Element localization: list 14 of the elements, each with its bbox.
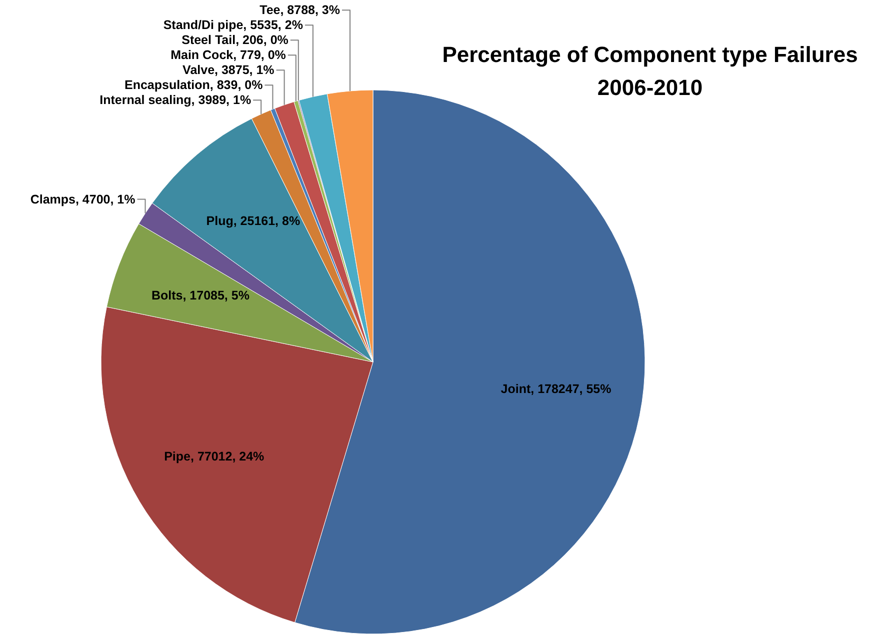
slice-label: Encapsulation, 839, 0% [124, 78, 263, 92]
slice-label: Joint, 178247, 55% [500, 382, 612, 396]
slice-label: Stand/Di pipe, 5535, 2% [163, 18, 303, 32]
slice-label: Bolts, 17085, 5% [151, 288, 250, 302]
slice-label: Plug, 25161, 8% [206, 214, 300, 228]
slice-label: Internal sealing, 3989, 1% [100, 93, 252, 108]
slice-label: Steel Tail, 206, 0% [182, 33, 288, 48]
slice-label: Pipe, 77012, 24% [164, 450, 264, 464]
text: Percentage of Component type Failures [442, 42, 858, 67]
text: 2006-2010 [597, 75, 703, 100]
slice-label: Tee, 8788, 3% [260, 3, 340, 18]
slice-label: Main Cock, 779, 0% [170, 48, 286, 62]
slice-label: Clamps, 4700, 1% [30, 192, 136, 206]
slice-label: Valve, 3875, 1% [182, 63, 274, 78]
